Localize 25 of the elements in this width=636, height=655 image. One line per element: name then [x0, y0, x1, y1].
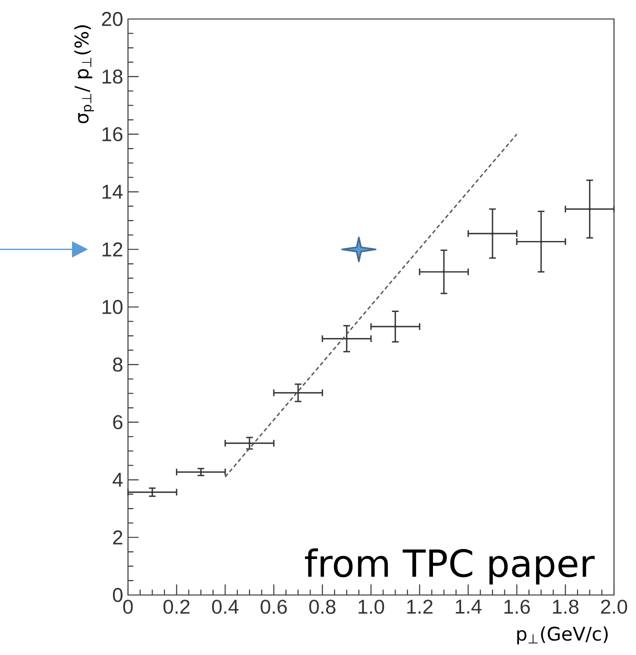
- y-tick-label: 2: [113, 530, 122, 544]
- y-tick-label: 18: [102, 70, 122, 84]
- x-tick-label: 0: [123, 600, 133, 614]
- x-tick-label: 1.8: [553, 600, 578, 614]
- x-tick-label: 0.6: [260, 600, 287, 614]
- y-tick-label: 16: [102, 127, 122, 142]
- y-tick-label: 0: [112, 588, 122, 602]
- x-tick-label: 0.8: [309, 600, 336, 614]
- y-tick-label: 20: [102, 12, 122, 26]
- y-axis-title: σ$_{p⊥}$/ p$_{⊥}$(%): [74, 25, 94, 124]
- x-tick-label: 1.4: [456, 600, 482, 614]
- x-tick-label: 2.0: [601, 600, 628, 614]
- x-tick-label: 0.2: [163, 600, 190, 614]
- x-tick-label: 1.0: [358, 600, 384, 614]
- y-tick-label: 10: [102, 300, 122, 314]
- x-tick-label: 1.6: [504, 600, 530, 614]
- y-tick-label: 4: [112, 472, 123, 487]
- y-tick-label: 8: [113, 358, 122, 372]
- x-tick-label: 0.4: [212, 600, 239, 614]
- x-axis-title: p$_{⊥}$(GeV/c): [517, 626, 608, 644]
- y-tick-label: 12: [102, 242, 122, 256]
- annotation: from TPC paper: [304, 548, 595, 585]
- y-tick-label: 6: [113, 415, 122, 430]
- y-tick-label: 14: [102, 184, 123, 199]
- x-tick-label: 1.2: [407, 600, 432, 614]
